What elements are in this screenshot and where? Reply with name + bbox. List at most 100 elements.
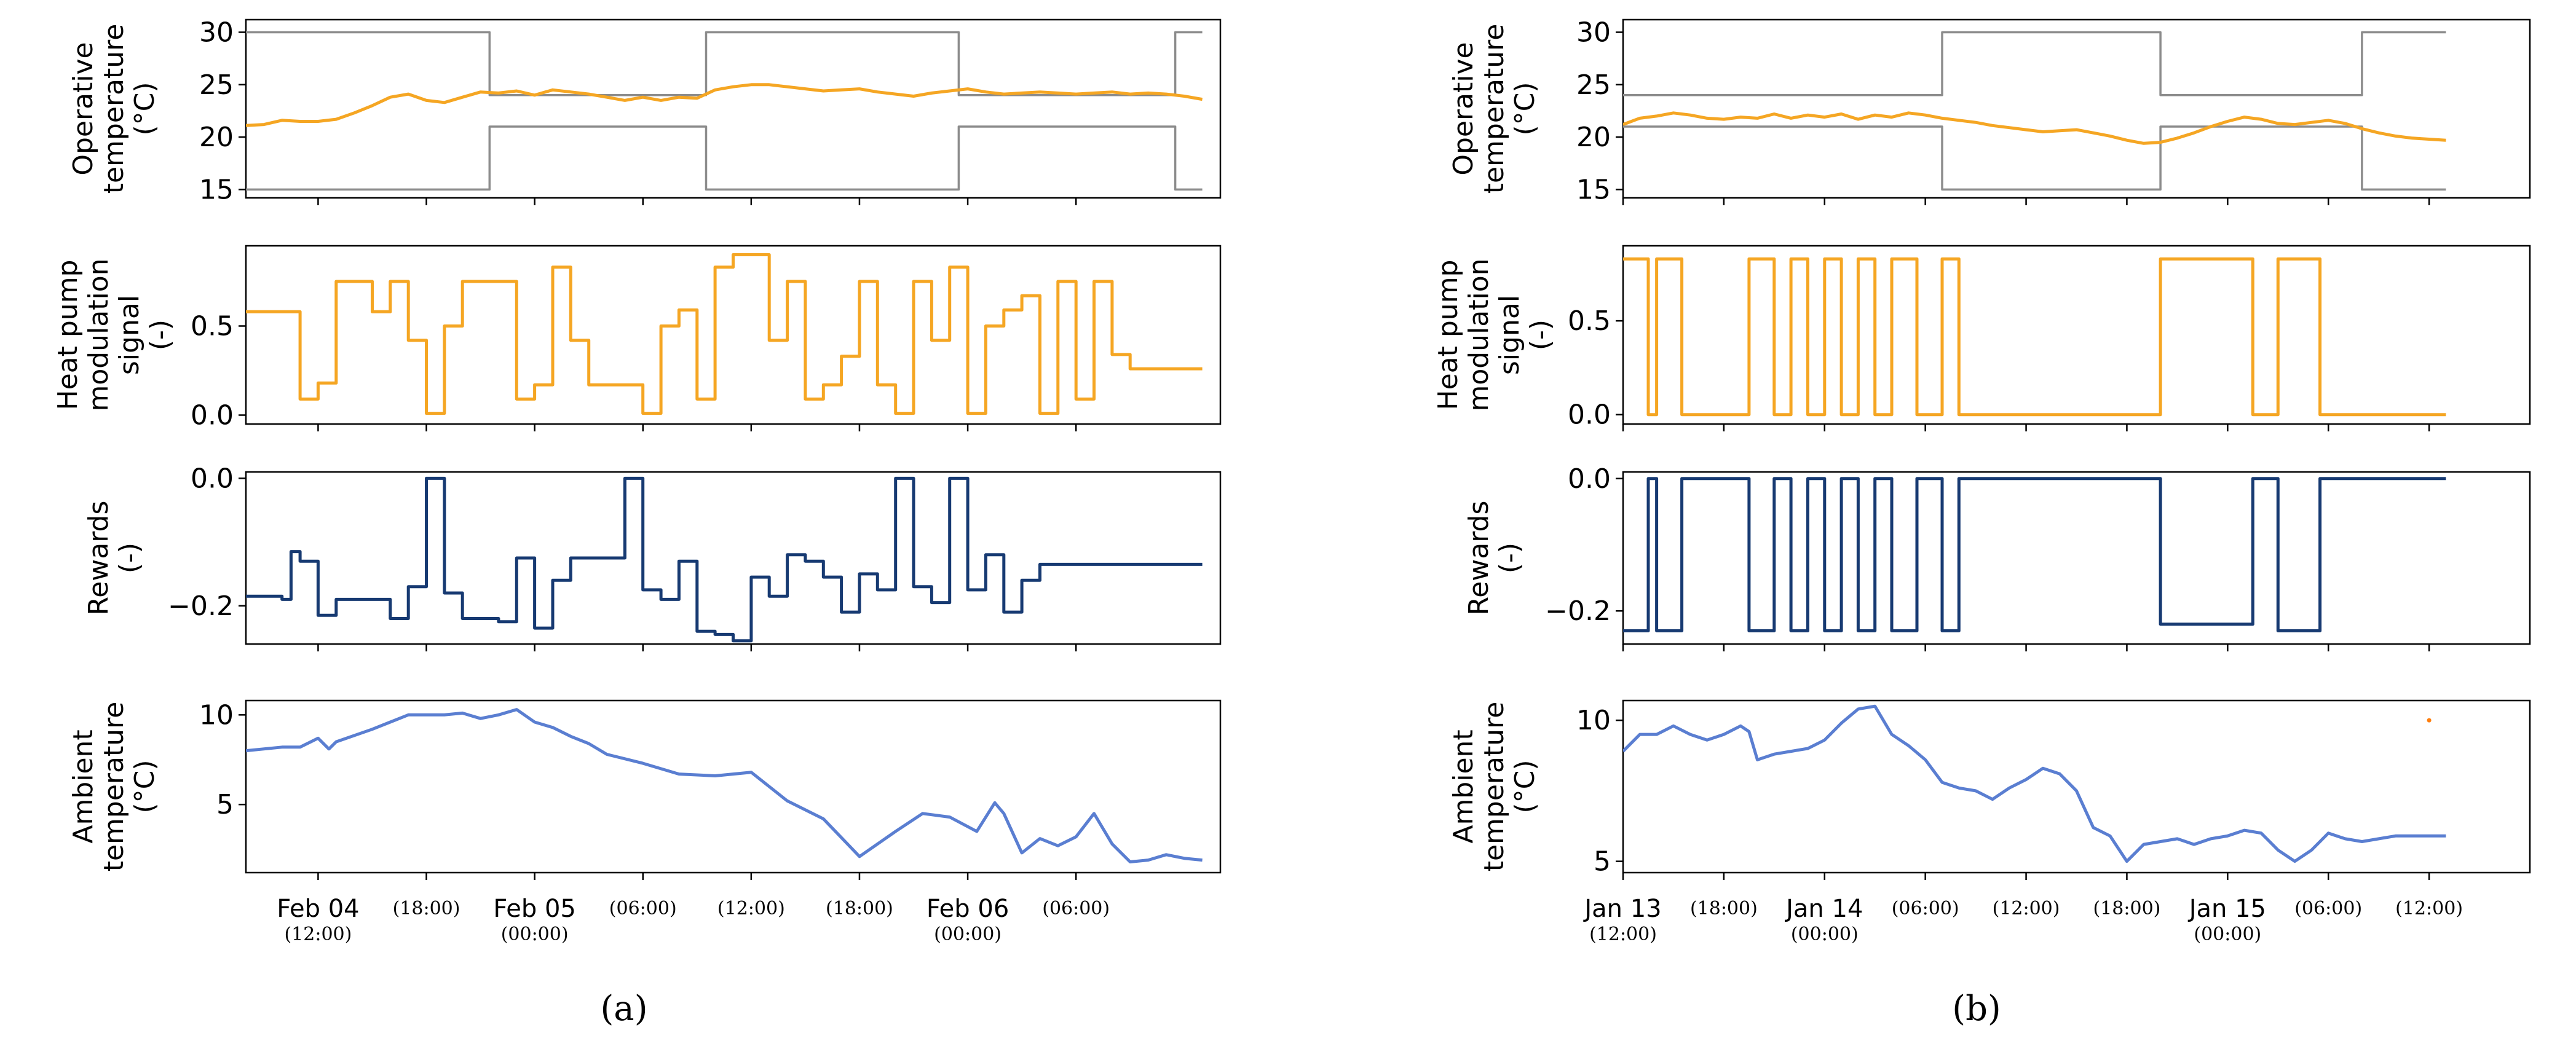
y-tick-label: 0.0: [1568, 463, 1611, 495]
y-axis-label: temperature: [1479, 24, 1510, 194]
y-axis-label: signal: [1494, 295, 1525, 375]
y-axis-label: temperature: [1479, 702, 1510, 872]
y-tick-label: 0.0: [1568, 399, 1611, 431]
x-tick-date-label: Jan 13: [1582, 895, 1661, 923]
series-upper-bound: [246, 31, 1203, 96]
y-axis-label: Ambient: [1448, 729, 1479, 843]
x-tick-time-label: (06:00): [609, 898, 677, 919]
series-upper-bound: [1623, 31, 2446, 96]
axes-frame: [245, 18, 1222, 199]
y-tick-label: 5: [216, 789, 234, 820]
y-tick-label: 0.0: [191, 463, 234, 494]
x-tick-time-label: (06:00): [1892, 898, 1959, 919]
x-tick-time-label: (06:00): [2294, 898, 2362, 919]
marker-point: [2427, 718, 2432, 723]
y-tick-label: 10: [199, 699, 234, 731]
x-tick-time-label: (18:00): [1690, 898, 1758, 919]
series-lower-bound: [246, 125, 1203, 191]
x-tick-date-label: Feb 05: [493, 895, 575, 923]
x-tick-time-label: (12:00): [1993, 898, 2060, 919]
series-modulation-signal: [246, 253, 1203, 415]
y-axis-label: (°C): [1509, 82, 1541, 135]
y-tick-label: −0.2: [1545, 595, 1611, 627]
series-modulation-signal: [1623, 257, 2446, 417]
caption-b: (b): [1952, 989, 2001, 1029]
series-ambient-temperature: [1623, 704, 2446, 863]
y-axis-label: signal: [114, 295, 145, 375]
y-tick-label: −0.2: [168, 591, 234, 622]
axes-frame: [1622, 471, 2531, 645]
x-tick-time-label: (12:00): [1589, 924, 1657, 945]
y-tick-label: 0.5: [191, 311, 234, 342]
subplot-operative-temperature: 15 20 25 30 Operative temperature (°C): [68, 17, 1222, 205]
x-tick-time-label: (06:00): [1042, 898, 1110, 919]
series-operative-temperature: [246, 83, 1203, 127]
x-tick-time-label: (00:00): [1791, 924, 1859, 945]
y-tick-label: 30: [199, 17, 234, 48]
subplot-heat-pump-modulation-signal: 0.0 0.5 Heat pump modulation signal (-): [52, 245, 1222, 431]
axes-frame: [1622, 699, 2531, 874]
y-axis-label: temperature: [98, 702, 130, 872]
y-tick-label: 0.5: [1568, 305, 1611, 337]
x-tick-time-label: (18:00): [2093, 898, 2161, 919]
series-lower-bound: [1623, 125, 2446, 191]
subplot-rewards: −0.2 0.0 Rewards (-): [83, 463, 1222, 651]
series-rewards: [1623, 477, 2446, 632]
subplot-rewards: −0.2 0.0 Rewards (-): [1463, 463, 2531, 651]
y-tick-label: 10: [1576, 705, 1611, 736]
y-axis-label: Ambient: [68, 729, 99, 843]
y-tick-label: 25: [199, 69, 234, 101]
y-tick-label: 25: [1576, 69, 1611, 101]
y-axis-label: Heat pump: [1432, 260, 1464, 411]
axes-frame: [245, 699, 1222, 874]
y-axis-label: Heat pump: [52, 260, 84, 411]
x-tick-date-label: Jan 14: [1784, 895, 1863, 923]
y-axis-label: modulation: [1463, 258, 1495, 411]
subplot-ambient-temperature: 5 10 Ambient temperature (°C): [68, 699, 1222, 880]
y-axis-label: (-): [114, 543, 145, 573]
y-axis-label: (-): [1494, 543, 1525, 573]
x-tick-time-label: (12:00): [717, 898, 785, 919]
y-tick-label: 15: [1576, 174, 1611, 205]
x-tick-time-label: (00:00): [934, 924, 1002, 945]
x-tick-time-label: (12:00): [284, 924, 352, 945]
y-tick-label: 0.0: [191, 400, 234, 431]
y-axis-label: (-): [144, 320, 176, 350]
x-tick-time-label: (00:00): [2194, 924, 2261, 945]
x-tick-time-label: (00:00): [501, 924, 569, 945]
y-axis-label: (-): [1525, 320, 1556, 350]
y-tick-label: 15: [199, 174, 234, 205]
y-axis-label: Rewards: [1463, 501, 1495, 616]
y-axis-label: Rewards: [83, 501, 114, 616]
axes-frame: [245, 471, 1222, 645]
subplot-operative-temperature: 15 20 25 30 Operative temperature (°C): [1448, 17, 2531, 205]
y-tick-label: 20: [199, 122, 234, 153]
axes-frame: [245, 245, 1222, 425]
y-axis-label: (°C): [129, 82, 160, 135]
y-axis-label: (°C): [1509, 760, 1541, 813]
y-axis-label: modulation: [83, 258, 114, 411]
x-tick-date-label: Feb 04: [277, 895, 359, 923]
y-axis-label: Operative: [1448, 42, 1479, 175]
x-tick-date-label: Jan 15: [2187, 895, 2266, 923]
subplot-heat-pump-modulation-signal: 0.0 0.5 Heat pump modulation signal (-): [1432, 245, 2531, 431]
caption-a: (a): [600, 989, 647, 1029]
y-tick-label: 5: [1594, 846, 1611, 878]
x-tick-time-label: (18:00): [393, 898, 460, 919]
y-axis-label: temperature: [98, 24, 130, 194]
subplot-ambient-temperature: 5 10 Ambient temperature (°C): [1448, 699, 2531, 880]
series-rewards: [246, 476, 1203, 643]
series-operative-temperature: [1623, 111, 2446, 145]
y-axis-label: Operative: [68, 42, 99, 175]
y-tick-label: 20: [1576, 122, 1611, 153]
y-axis-label: (°C): [129, 760, 160, 813]
x-tick-time-label: (12:00): [2395, 898, 2463, 919]
axes-frame: [1622, 245, 2531, 425]
x-tick-date-label: Feb 06: [926, 895, 1009, 923]
x-tick-time-label: (18:00): [826, 898, 893, 919]
axes-frame: [1622, 18, 2531, 199]
series-ambient-temperature: [246, 708, 1203, 863]
